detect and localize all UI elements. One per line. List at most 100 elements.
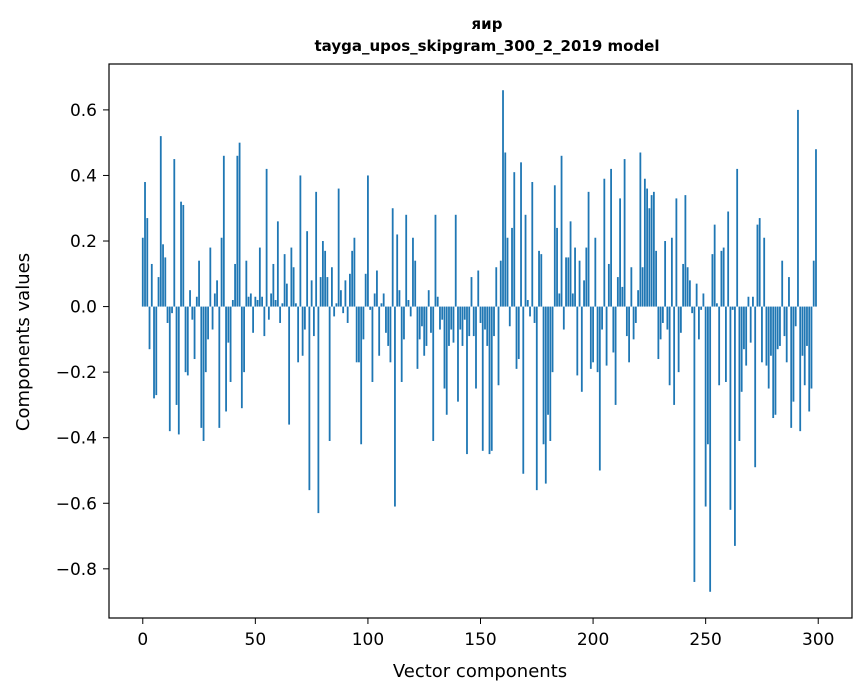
bar-232 — [664, 241, 667, 307]
bar-260 — [727, 211, 730, 307]
bar-278 — [767, 306, 770, 389]
bar-210 — [614, 306, 617, 405]
bar-155 — [490, 306, 493, 451]
bar-197 — [585, 247, 588, 307]
bar-111 — [391, 208, 394, 307]
bar-62 — [281, 303, 284, 307]
bar-34 — [218, 306, 221, 428]
bar-144 — [466, 306, 468, 455]
bar-28 — [204, 306, 207, 373]
bar-136 — [448, 306, 450, 346]
bar-67 — [292, 267, 295, 307]
bar-20 — [186, 306, 189, 376]
bar-224 — [646, 188, 649, 307]
bar-267 — [743, 306, 745, 350]
bar-120 — [412, 237, 414, 307]
bar-22 — [191, 306, 194, 320]
bar-105 — [378, 306, 381, 356]
bar-118 — [407, 300, 410, 307]
bar-156 — [493, 306, 495, 337]
bar-162 — [506, 237, 509, 307]
x-tick-label: 250 — [689, 630, 721, 650]
bar-5 — [153, 306, 155, 399]
bar-125 — [423, 306, 426, 356]
bar-132 — [439, 306, 441, 330]
bar-223 — [643, 178, 646, 307]
bar-47 — [247, 296, 250, 307]
bar-80 — [321, 241, 324, 307]
bar-236 — [673, 306, 676, 405]
bar-238 — [677, 306, 680, 373]
bar-289 — [792, 306, 795, 402]
bar-74 — [308, 306, 311, 491]
bar-90 — [344, 280, 347, 307]
bar-188 — [565, 257, 567, 307]
bar-89 — [342, 306, 345, 314]
bar-299 — [815, 149, 817, 307]
chart-title-line2: tayga_upos_skipgram_300_2_2019 model — [315, 37, 660, 55]
bar-213 — [621, 286, 624, 307]
bar-16 — [177, 306, 180, 435]
bar-164 — [511, 227, 513, 307]
bar-240 — [682, 263, 685, 307]
bar-13 — [171, 306, 173, 314]
bar-129 — [432, 306, 435, 441]
bar-265 — [738, 306, 741, 441]
bar-21 — [189, 290, 191, 307]
bar-159 — [499, 260, 502, 307]
bar-175 — [535, 306, 538, 491]
y-tick-label: −0.8 — [56, 560, 97, 580]
bar-293 — [801, 306, 804, 356]
bar-273 — [756, 224, 759, 307]
bar-196 — [583, 280, 585, 307]
bar-233 — [666, 306, 669, 330]
bar-292 — [799, 306, 802, 432]
bar-87 — [337, 188, 340, 307]
bar-215 — [625, 306, 628, 337]
bar-65 — [288, 306, 291, 425]
bar-126 — [425, 306, 428, 346]
bar-280 — [772, 306, 775, 419]
bar-106 — [380, 303, 383, 307]
bar-182 — [551, 306, 554, 373]
bar-241 — [684, 195, 687, 307]
bar-31 — [211, 306, 214, 330]
bar-153 — [486, 306, 489, 346]
bar-43 — [238, 142, 241, 307]
bar-15 — [175, 306, 178, 405]
bar-154 — [488, 306, 491, 455]
bar-38 — [227, 306, 230, 343]
bar-193 — [576, 306, 579, 376]
bar-123 — [418, 306, 421, 340]
bar-88 — [340, 290, 342, 307]
bar-178 — [542, 306, 545, 445]
y-tick-label: 0.4 — [70, 166, 97, 186]
bar-185 — [558, 293, 561, 307]
bar-58 — [272, 263, 275, 307]
bar-72 — [303, 306, 306, 330]
bar-71 — [301, 306, 304, 356]
bar-54 — [263, 306, 266, 337]
bar-257 — [720, 250, 723, 307]
bar-115 — [400, 306, 403, 382]
bar-285 — [783, 306, 786, 337]
x-tick-label: 200 — [577, 630, 609, 650]
bar-211 — [616, 277, 619, 307]
bar-134 — [443, 306, 446, 389]
bar-6 — [155, 306, 158, 396]
bar-167 — [517, 306, 520, 360]
bar-102 — [371, 306, 374, 382]
bar-298 — [812, 260, 815, 307]
bar-174 — [533, 306, 536, 323]
bar-208 — [610, 168, 612, 307]
bar-170 — [524, 214, 527, 307]
bar-42 — [236, 155, 239, 307]
bar-201 — [594, 237, 597, 307]
bar-52 — [258, 247, 261, 307]
bar-36 — [222, 155, 225, 307]
bar-121 — [414, 260, 417, 307]
bar-195 — [580, 306, 583, 392]
bar-73 — [306, 231, 309, 307]
bar-48 — [249, 293, 252, 307]
bar-112 — [394, 306, 396, 507]
